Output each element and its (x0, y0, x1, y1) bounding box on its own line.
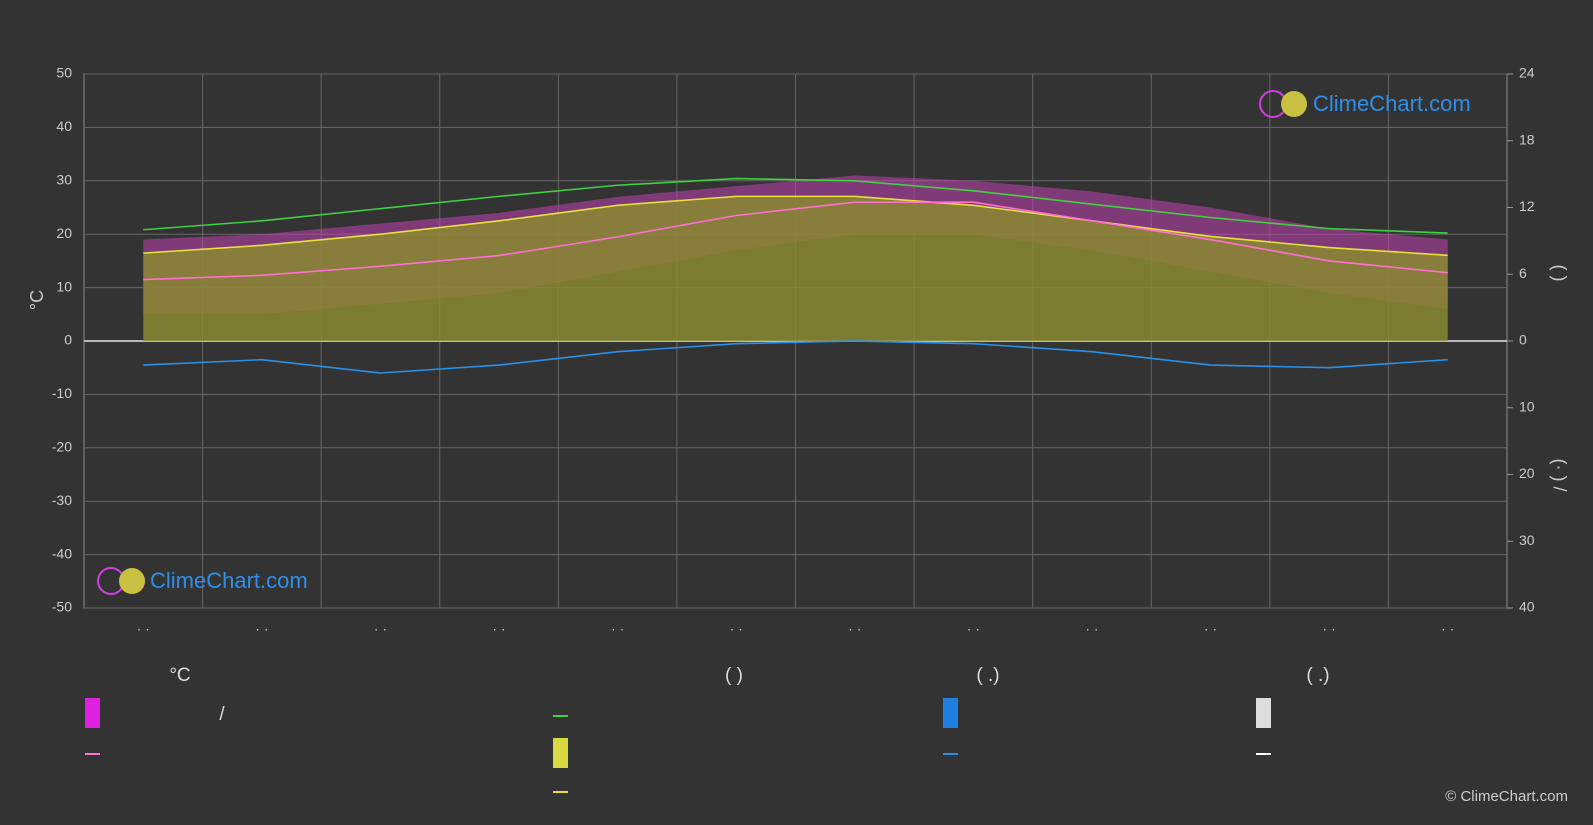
logo-sun (119, 568, 145, 594)
legend-text: / (219, 704, 225, 725)
y3-axis-label: (· ) / (1549, 459, 1569, 492)
x-tick-label: · · (374, 621, 387, 637)
plot (83, 73, 1508, 609)
y2-axis-label: ( ) (1549, 265, 1569, 282)
y2-tick-label: 6 (1519, 265, 1527, 281)
y2-tick-label: 0 (1519, 332, 1527, 348)
y-tick-label: 40 (56, 118, 72, 134)
x-tick-label: · · (1204, 621, 1217, 637)
y2-tick-label: 24 (1519, 65, 1535, 81)
logo-text: ClimeChart.com (1313, 91, 1471, 116)
y-tick-label: 10 (56, 278, 72, 294)
y-axis-label: °C (27, 290, 47, 310)
y-tick-label: 50 (56, 65, 72, 81)
y-tick-label: -40 (52, 545, 72, 561)
logo-text: ClimeChart.com (150, 568, 308, 593)
legend-swatch (553, 738, 568, 768)
daylight-line (143, 177, 1448, 234)
x-tick-label: · · (255, 621, 268, 637)
y-tick-label: -20 (52, 439, 72, 455)
x-tick-label: · · (1085, 621, 1098, 637)
legend-header: ( ) (725, 665, 743, 686)
y3-tick-label: 20 (1519, 465, 1535, 481)
y-tick-label: -30 (52, 492, 72, 508)
x-tick-label: · · (492, 621, 505, 637)
x-tick-label: · · (137, 621, 150, 637)
sunshine-area (143, 196, 1448, 341)
y3-tick-label: 10 (1519, 398, 1535, 414)
x-tick-label: · · (1323, 621, 1336, 637)
x-tick-label: · · (1441, 621, 1454, 637)
y3-tick-label: 30 (1519, 532, 1535, 548)
legend-swatch (1256, 698, 1271, 728)
logo-bottom: ClimeChart.com (97, 567, 308, 595)
y2-tick-label: 18 (1519, 131, 1535, 147)
y-tick-label: 30 (56, 172, 72, 188)
y3-tick-label: 40 (1519, 599, 1535, 615)
x-tick-label: · · (730, 621, 743, 637)
y2-tick-label: 12 (1519, 198, 1535, 214)
x-tick-label: · · (848, 621, 861, 637)
y-tick-label: -50 (52, 599, 72, 615)
logo-top: ClimeChart.com (1259, 90, 1471, 118)
x-tick-label: · · (611, 621, 624, 637)
precip-line (143, 340, 1448, 374)
y-tick-label: 20 (56, 225, 72, 241)
y-tick-label: -10 (52, 385, 72, 401)
y-tick-label: 0 (64, 332, 72, 348)
legend-header: ( .) (976, 665, 999, 686)
legend-swatch (85, 698, 100, 728)
legend-header: ( .) (1306, 665, 1329, 686)
logo-sun (1281, 91, 1307, 117)
legend-header: °C (169, 665, 190, 686)
copyright: © ClimeChart.com (1445, 788, 1568, 805)
legend-swatch (943, 698, 958, 728)
x-tick-label: · · (967, 621, 980, 637)
sunshine-line (143, 195, 1448, 257)
mean_temp-line (143, 201, 1448, 281)
